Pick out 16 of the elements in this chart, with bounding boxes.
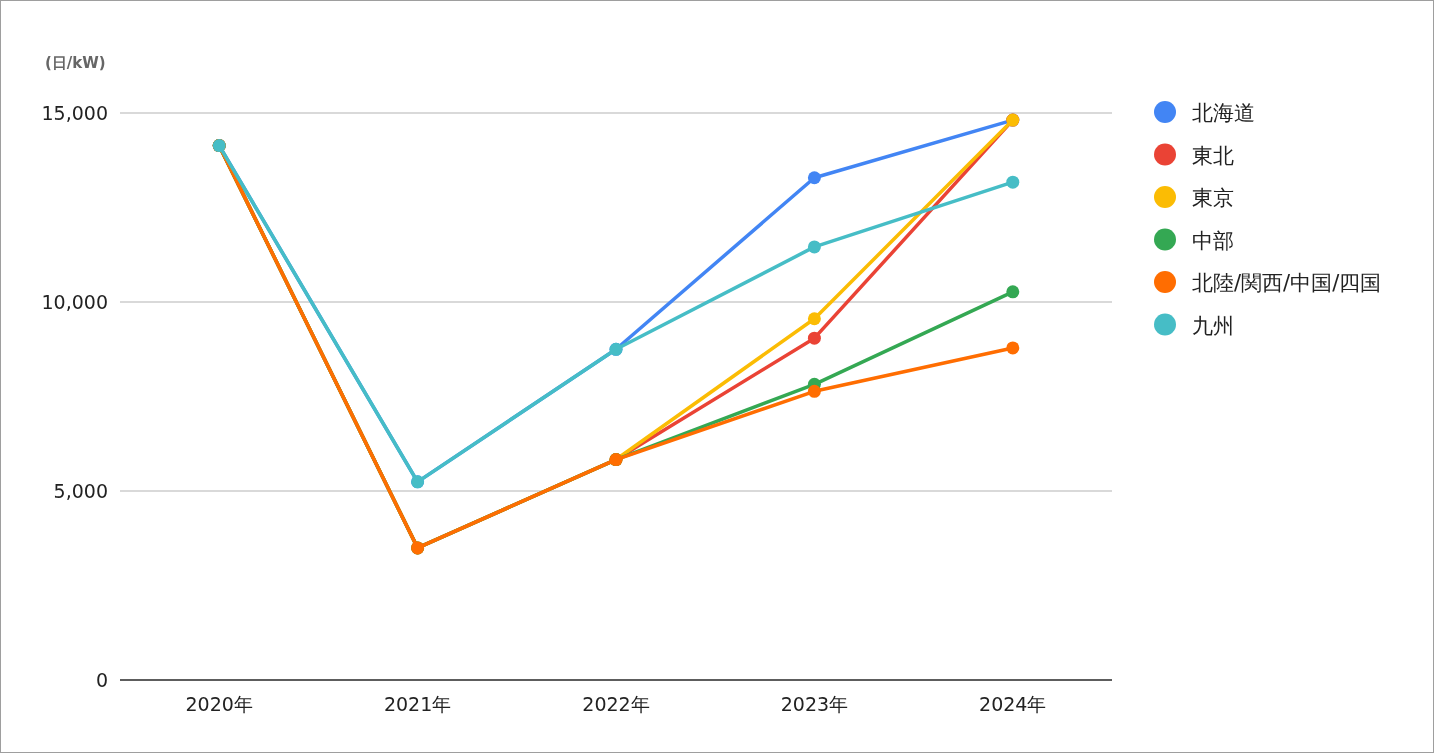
y-tick-label: 15,000 (41, 102, 108, 124)
x-tick-label: 2024年 (979, 693, 1047, 715)
x-tick-label: 2022年 (582, 693, 650, 715)
y-tick-label: 0 (95, 669, 108, 691)
y-tick-label: 5,000 (53, 480, 108, 502)
y-axis-title: (日/kW) (45, 54, 106, 72)
legend-label: 東京 (1192, 186, 1234, 210)
x-tick-label: 2020年 (185, 693, 253, 715)
x-tick-label: 2023年 (780, 693, 849, 715)
y-tick-label: 10,000 (41, 291, 108, 313)
legend-label: 東北 (1192, 143, 1234, 168)
x-tick-label: 2021年 (383, 693, 452, 715)
legend-label: 北陸/関西/中国/四国 (1192, 271, 1382, 295)
legend-label: 北海道 (1192, 101, 1255, 125)
legend-label: 中部 (1192, 228, 1234, 253)
legend-label: 九州 (1192, 313, 1234, 338)
